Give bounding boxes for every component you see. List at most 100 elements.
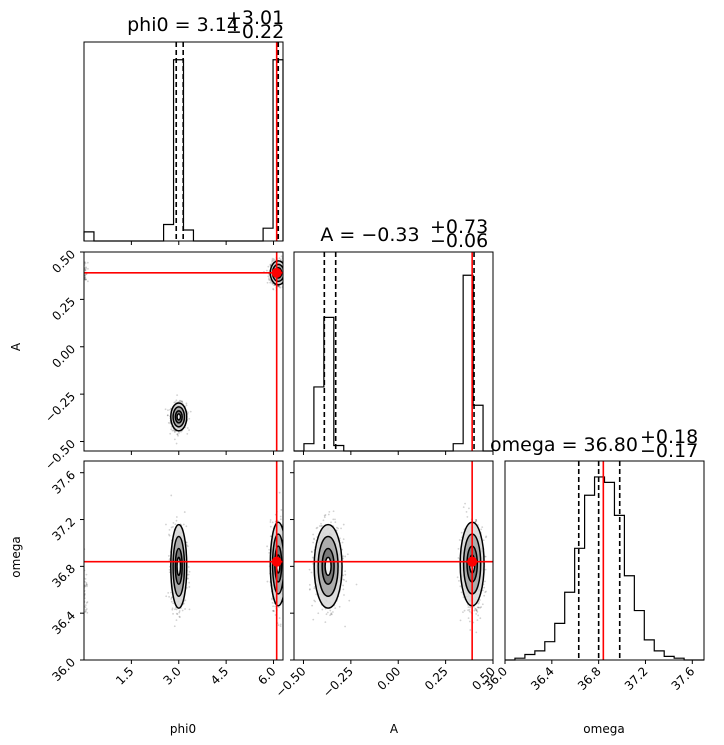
sample-point [187, 577, 190, 580]
sample-point [185, 402, 188, 405]
sample-point [463, 609, 466, 612]
sample-point [342, 584, 345, 587]
sample-point [178, 432, 180, 434]
sample-point [483, 586, 486, 589]
sample-point [279, 623, 282, 626]
sample-point [334, 521, 337, 524]
xlabel-omega: omega [583, 722, 624, 736]
sample-point [86, 601, 89, 603]
sample-point [322, 519, 325, 522]
sample-point [166, 414, 169, 417]
sample-point [279, 258, 282, 261]
sample-point [312, 533, 315, 536]
sample-point [85, 601, 88, 604]
sample-point [178, 616, 181, 618]
sample-point [84, 609, 87, 611]
sample-point [308, 588, 311, 591]
sample-point [475, 608, 478, 611]
sample-point [173, 431, 176, 434]
histogram-step [505, 476, 704, 661]
panel-frame [293, 251, 494, 452]
sample-point [85, 608, 88, 610]
sample-point [315, 527, 318, 530]
sample-point [462, 596, 465, 599]
sample-point [348, 599, 351, 602]
scatter-phi0-omega [83, 460, 284, 661]
sample-point [325, 613, 328, 616]
sample-point [329, 609, 332, 612]
panel-bg [294, 252, 493, 451]
sample-point [278, 617, 281, 619]
sample-point [346, 553, 349, 556]
sample-point [85, 278, 88, 281]
sample-point [476, 606, 479, 609]
sample-point [485, 590, 487, 593]
sample-point [84, 277, 87, 279]
sample-point [482, 539, 485, 542]
sample-point [343, 594, 345, 596]
sample-point [330, 613, 333, 616]
sample-point [475, 519, 478, 521]
panel-frame [83, 251, 284, 452]
sample-point [87, 267, 89, 270]
sample-point [469, 606, 472, 609]
sample-point [344, 573, 347, 576]
sample-point [280, 255, 283, 258]
sample-point [182, 523, 185, 526]
sample-point [168, 533, 170, 536]
sample-point [342, 588, 345, 591]
histogram-A [293, 251, 494, 452]
sample-point [168, 568, 171, 571]
title-A-label: A = −0.33 [320, 224, 419, 246]
sample-point [84, 269, 86, 272]
sample-point [87, 280, 89, 283]
sample-point [188, 581, 191, 584]
sample-point [184, 608, 186, 610]
sample-point [169, 408, 171, 411]
density-contour [324, 556, 332, 577]
title-A-minus: −0.06 [430, 230, 488, 252]
sample-point [473, 609, 476, 612]
sample-point [166, 414, 169, 417]
sample-point [176, 433, 179, 436]
sample-point [467, 606, 470, 609]
sample-point [484, 580, 486, 583]
ylabel-omega: omega [9, 536, 23, 577]
title-omega: omega = 36.80 [490, 434, 638, 456]
sample-point [178, 400, 181, 403]
sample-point [185, 404, 188, 407]
density-contour [176, 413, 182, 421]
sample-point [175, 608, 178, 611]
sample-point [272, 610, 275, 612]
sample-point [168, 528, 171, 531]
histogram-phi0 [83, 41, 284, 242]
sample-point [271, 282, 274, 285]
sample-point [175, 519, 178, 522]
sample-point [475, 518, 477, 521]
sample-point [174, 401, 177, 403]
sample-point [271, 259, 274, 261]
sample-point [271, 521, 274, 524]
sample-point [175, 612, 178, 615]
sample-point [479, 606, 482, 609]
title-phi0-plus: +3.01 [226, 7, 284, 29]
sample-point [268, 277, 270, 279]
title-A-plus: +0.73 [430, 216, 488, 238]
sample-point [269, 521, 272, 523]
sample-point [342, 523, 345, 526]
sample-point [84, 578, 87, 580]
sample-point [458, 539, 461, 541]
sample-point [170, 494, 173, 497]
sample-point [170, 598, 173, 600]
sample-point [181, 401, 184, 404]
sample-point [188, 586, 191, 588]
sample-point [84, 268, 87, 271]
histogram-omega [504, 460, 705, 661]
sample-point [311, 551, 313, 553]
sample-point [279, 286, 282, 289]
sample-point [172, 522, 175, 524]
sample-point [167, 591, 170, 594]
sample-point [174, 523, 177, 526]
sample-point [268, 279, 271, 282]
sample-point [180, 430, 182, 433]
